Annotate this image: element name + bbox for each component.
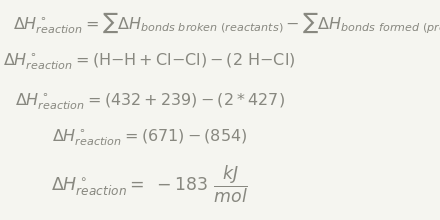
- Text: $\Delta H^\circ_{reaction} = (432 + 239) - (2 * 427)$: $\Delta H^\circ_{reaction} = (432 + 239)…: [15, 91, 285, 112]
- Text: $\Delta H^\circ_{reaction} = \left(\mathrm{H{-}H + Cl{-}Cl}\right) - \left(\math: $\Delta H^\circ_{reaction} = \left(\math…: [4, 52, 296, 72]
- Text: $\Delta H^\circ_{reaction} = \ -183\ \dfrac{kJ}{mol}$: $\Delta H^\circ_{reaction} = \ -183\ \df…: [51, 163, 248, 205]
- Text: $\Delta H^\circ_{reaction} = (671) - (854)$: $\Delta H^\circ_{reaction} = (671) - (85…: [52, 128, 247, 148]
- Text: $\Delta H^\circ_{reaction} = \sum \Delta H_{bonds\ broken\ (reactants)} - \sum \: $\Delta H^\circ_{reaction} = \sum \Delta…: [13, 10, 440, 36]
